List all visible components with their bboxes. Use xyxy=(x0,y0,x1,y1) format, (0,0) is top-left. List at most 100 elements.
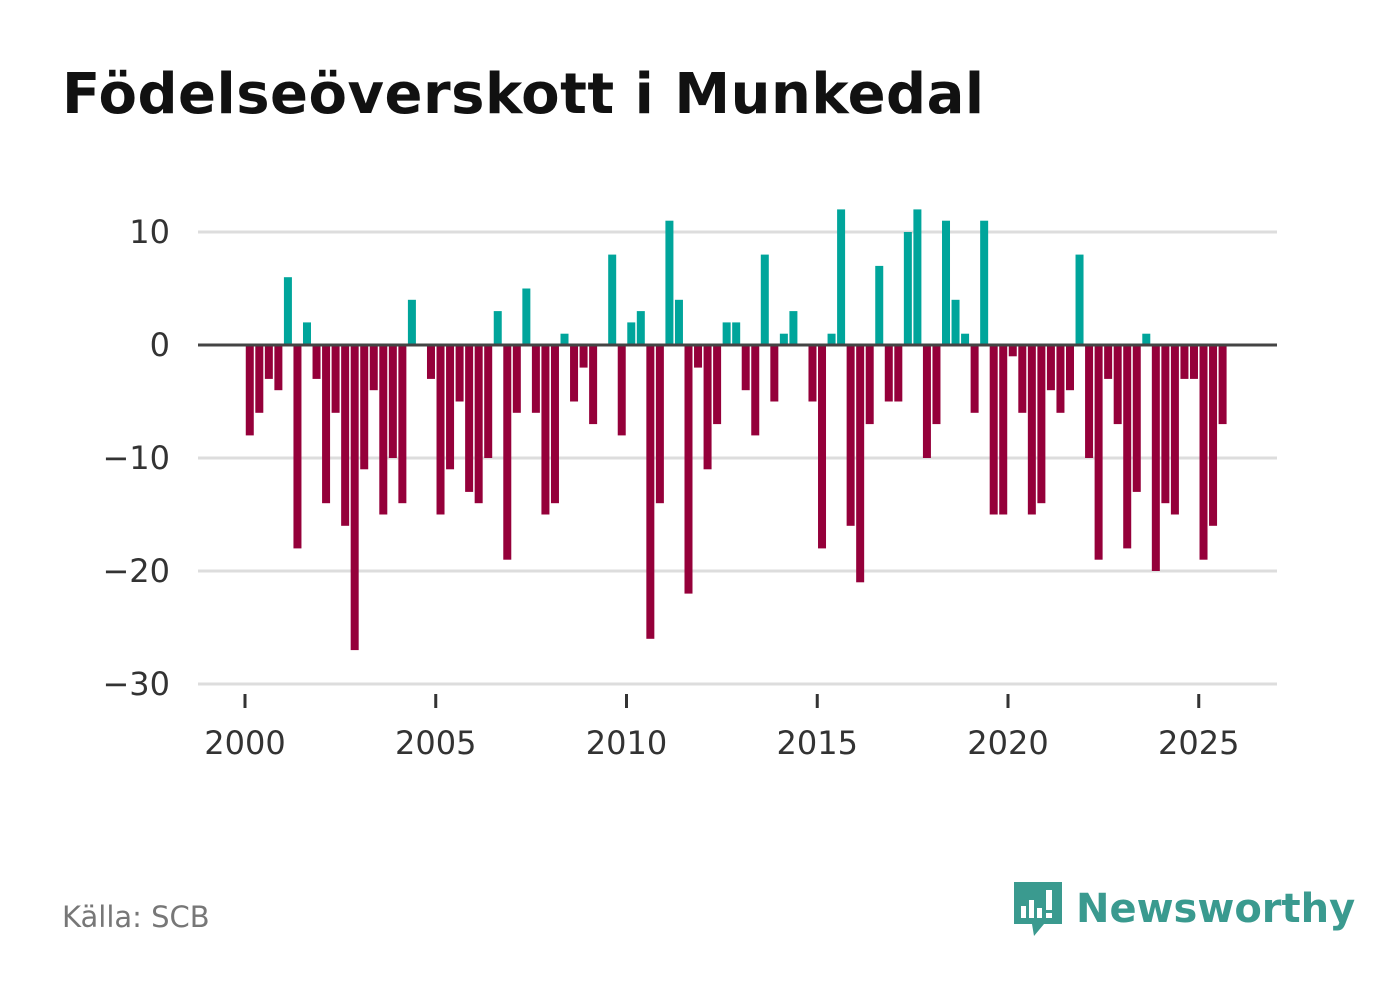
bar xyxy=(398,345,407,504)
bar xyxy=(1056,345,1065,413)
bar xyxy=(312,345,321,379)
bar xyxy=(684,345,693,594)
newsworthy-logo-icon xyxy=(1014,882,1062,936)
bar xyxy=(407,299,416,345)
bar xyxy=(255,345,264,413)
bar xyxy=(970,345,979,413)
bar xyxy=(369,345,378,391)
y-tick-label: 0 xyxy=(150,326,170,364)
bar xyxy=(379,345,388,515)
bar xyxy=(322,345,331,504)
bar xyxy=(1218,345,1227,425)
bar xyxy=(1180,345,1189,379)
bar xyxy=(245,345,254,436)
bar xyxy=(770,345,779,402)
bar xyxy=(827,333,836,345)
x-tick-label: 2015 xyxy=(777,724,858,762)
bar xyxy=(302,322,311,345)
bar xyxy=(331,345,340,413)
y-tick-label: −10 xyxy=(102,439,170,477)
bar xyxy=(1199,345,1208,560)
bar xyxy=(636,311,645,345)
bar xyxy=(903,232,912,345)
bar xyxy=(1065,345,1074,391)
bar xyxy=(1046,345,1055,391)
x-tick-label: 2005 xyxy=(395,724,476,762)
bar xyxy=(608,254,617,345)
bar xyxy=(426,345,435,379)
bar xyxy=(932,345,941,425)
bar xyxy=(999,345,1008,515)
bar xyxy=(674,299,683,345)
bar xyxy=(589,345,598,425)
bar xyxy=(980,220,989,345)
bar xyxy=(388,345,397,458)
bar xyxy=(1008,345,1017,357)
y-tick-label: −30 xyxy=(102,665,170,703)
bar xyxy=(1161,345,1170,504)
bar xyxy=(341,345,350,526)
bar xyxy=(1094,345,1103,560)
bar xyxy=(455,345,464,402)
bar xyxy=(884,345,893,402)
x-tick-label: 2000 xyxy=(204,724,285,762)
bar xyxy=(837,209,846,345)
bar xyxy=(484,345,493,458)
bar xyxy=(779,333,788,345)
newsworthy-logo: Newsworthy xyxy=(1010,878,1355,940)
bar xyxy=(1027,345,1036,515)
bar xyxy=(465,345,474,492)
bar xyxy=(894,345,903,402)
bar xyxy=(283,277,292,345)
bar xyxy=(550,345,559,504)
bar xyxy=(741,345,750,391)
source-label: Källa: SCB xyxy=(62,900,210,934)
bar xyxy=(875,265,884,345)
bar xyxy=(655,345,664,504)
y-tick-label: −20 xyxy=(102,552,170,590)
bar xyxy=(665,220,674,345)
bar xyxy=(436,345,445,515)
bar xyxy=(579,345,588,368)
bar xyxy=(942,220,951,345)
bar xyxy=(1189,345,1198,379)
bar xyxy=(846,345,855,526)
bar xyxy=(360,345,369,470)
bar xyxy=(760,254,769,345)
bar xyxy=(732,322,741,345)
bar xyxy=(751,345,760,436)
bar xyxy=(1085,345,1094,458)
bar xyxy=(474,345,483,504)
x-tick-label: 2020 xyxy=(967,724,1048,762)
bar xyxy=(1037,345,1046,504)
bar xyxy=(789,311,798,345)
bar xyxy=(293,345,302,549)
y-tick-label: 10 xyxy=(129,213,170,251)
bar xyxy=(541,345,550,515)
bar xyxy=(274,345,283,391)
bar xyxy=(350,345,359,651)
logo-text: Newsworthy xyxy=(1076,886,1356,932)
bar xyxy=(865,345,874,425)
bar xyxy=(646,345,655,639)
bar xyxy=(531,345,540,413)
bar xyxy=(913,209,922,345)
chart-title: Födelseöverskott i Munkedal xyxy=(62,62,985,127)
bar xyxy=(818,345,827,549)
bar xyxy=(961,333,970,345)
bar xyxy=(1123,345,1132,549)
bar xyxy=(922,345,931,458)
bar xyxy=(512,345,521,413)
bar xyxy=(703,345,712,470)
bar xyxy=(1170,345,1179,515)
bar xyxy=(1018,345,1027,413)
bar xyxy=(560,333,569,345)
bar xyxy=(1075,254,1084,345)
bar xyxy=(446,345,455,470)
bar xyxy=(522,288,531,345)
bar xyxy=(694,345,703,368)
bar xyxy=(722,322,731,345)
bar xyxy=(503,345,512,560)
bar xyxy=(627,322,636,345)
